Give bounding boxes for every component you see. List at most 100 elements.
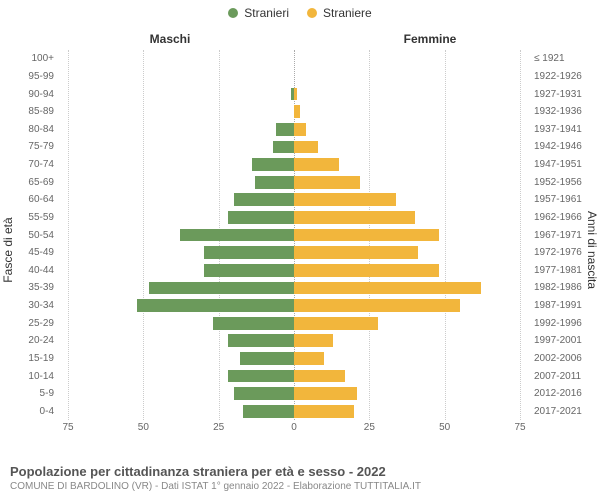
birth-year-label: 1992-1996 bbox=[528, 314, 600, 332]
female-bar bbox=[294, 370, 345, 383]
birth-year-label: 1967-1971 bbox=[528, 226, 600, 244]
birth-year-label: ≤ 1921 bbox=[528, 50, 600, 68]
birth-year-label: 1982-1986 bbox=[528, 279, 600, 297]
female-bar bbox=[294, 158, 339, 171]
age-label: 45-49 bbox=[0, 244, 60, 262]
chart-footer: Popolazione per cittadinanza straniera p… bbox=[10, 464, 590, 492]
legend-label-male: Stranieri bbox=[244, 6, 289, 20]
female-bar bbox=[294, 88, 297, 101]
legend-swatch-female bbox=[307, 8, 317, 18]
male-bar bbox=[228, 211, 294, 224]
age-label: 20-24 bbox=[0, 332, 60, 350]
male-bar bbox=[252, 158, 294, 171]
pyramid-row bbox=[68, 297, 520, 315]
birth-year-label: 1932-1936 bbox=[528, 103, 600, 121]
age-label: 25-29 bbox=[0, 314, 60, 332]
age-label: 35-39 bbox=[0, 279, 60, 297]
birth-year-label: 1977-1981 bbox=[528, 262, 600, 280]
age-label: 30-34 bbox=[0, 297, 60, 315]
age-label: 75-79 bbox=[0, 138, 60, 156]
birth-year-label: 1947-1951 bbox=[528, 156, 600, 174]
age-label: 70-74 bbox=[0, 156, 60, 174]
age-label: 100+ bbox=[0, 50, 60, 68]
female-bar bbox=[294, 282, 481, 295]
pyramid-row bbox=[68, 226, 520, 244]
legend: Stranieri Straniere bbox=[0, 0, 600, 20]
x-axis-ticks: 7550250255075 bbox=[68, 422, 520, 436]
female-bar bbox=[294, 211, 415, 224]
birth-year-label: 2012-2016 bbox=[528, 385, 600, 403]
x-tick-label: 50 bbox=[439, 422, 450, 433]
pyramid-row bbox=[68, 279, 520, 297]
birth-year-label: 2007-2011 bbox=[528, 367, 600, 385]
male-bar bbox=[228, 334, 294, 347]
pyramid-row bbox=[68, 121, 520, 139]
header-female: Femmine bbox=[300, 32, 600, 46]
male-bar bbox=[234, 193, 294, 206]
female-bar bbox=[294, 141, 318, 154]
age-label: 90-94 bbox=[0, 85, 60, 103]
age-label: 5-9 bbox=[0, 385, 60, 403]
male-bar bbox=[180, 229, 295, 242]
female-bar bbox=[294, 387, 357, 400]
male-bar bbox=[276, 123, 294, 136]
age-label: 15-19 bbox=[0, 350, 60, 368]
birth-year-labels: ≤ 19211922-19261927-19311932-19361937-19… bbox=[528, 50, 600, 420]
pyramid-row bbox=[68, 138, 520, 156]
male-bar bbox=[234, 387, 294, 400]
birth-year-label: 1942-1946 bbox=[528, 138, 600, 156]
legend-item-female: Straniere bbox=[307, 6, 372, 20]
pyramid-row bbox=[68, 332, 520, 350]
gridline bbox=[520, 50, 521, 420]
female-bar bbox=[294, 176, 360, 189]
x-tick-label: 25 bbox=[364, 422, 375, 433]
female-bar bbox=[294, 105, 300, 118]
legend-item-male: Stranieri bbox=[228, 6, 289, 20]
female-bar bbox=[294, 264, 439, 277]
age-label: 40-44 bbox=[0, 262, 60, 280]
male-bar bbox=[240, 352, 294, 365]
x-tick-label: 75 bbox=[62, 422, 73, 433]
pyramid-row bbox=[68, 103, 520, 121]
birth-year-label: 1927-1931 bbox=[528, 85, 600, 103]
male-bar bbox=[213, 317, 294, 330]
pyramid-row bbox=[68, 350, 520, 368]
male-bar bbox=[137, 299, 294, 312]
age-label: 95-99 bbox=[0, 68, 60, 86]
age-label: 50-54 bbox=[0, 226, 60, 244]
x-tick-label: 0 bbox=[291, 422, 297, 433]
pyramid-row bbox=[68, 385, 520, 403]
male-bar bbox=[204, 264, 294, 277]
pyramid-row bbox=[68, 314, 520, 332]
footer-title: Popolazione per cittadinanza straniera p… bbox=[10, 464, 590, 479]
pyramid-row bbox=[68, 367, 520, 385]
bar-rows bbox=[68, 50, 520, 420]
male-bar bbox=[243, 405, 294, 418]
birth-year-label: 2017-2021 bbox=[528, 403, 600, 421]
male-bar bbox=[149, 282, 294, 295]
female-bar bbox=[294, 193, 396, 206]
pyramid-row bbox=[68, 209, 520, 227]
pyramid-row bbox=[68, 156, 520, 174]
plot-area bbox=[68, 50, 520, 420]
pyramid-row bbox=[68, 68, 520, 86]
age-label: 0-4 bbox=[0, 403, 60, 421]
birth-year-label: 1972-1976 bbox=[528, 244, 600, 262]
birth-year-label: 1962-1966 bbox=[528, 209, 600, 227]
birth-year-label: 1952-1956 bbox=[528, 173, 600, 191]
male-bar bbox=[255, 176, 294, 189]
pyramid-row bbox=[68, 173, 520, 191]
x-tick-label: 75 bbox=[514, 422, 525, 433]
age-labels: 100+95-9990-9485-8980-8475-7970-7465-696… bbox=[0, 50, 60, 420]
birth-year-label: 1987-1991 bbox=[528, 297, 600, 315]
female-bar bbox=[294, 299, 460, 312]
pyramid-row bbox=[68, 85, 520, 103]
female-bar bbox=[294, 229, 439, 242]
male-bar bbox=[228, 370, 294, 383]
birth-year-label: 1937-1941 bbox=[528, 121, 600, 139]
female-bar bbox=[294, 405, 354, 418]
column-headers: Maschi Femmine bbox=[0, 32, 600, 46]
legend-swatch-male bbox=[228, 8, 238, 18]
male-bar bbox=[273, 141, 294, 154]
header-male: Maschi bbox=[0, 32, 300, 46]
